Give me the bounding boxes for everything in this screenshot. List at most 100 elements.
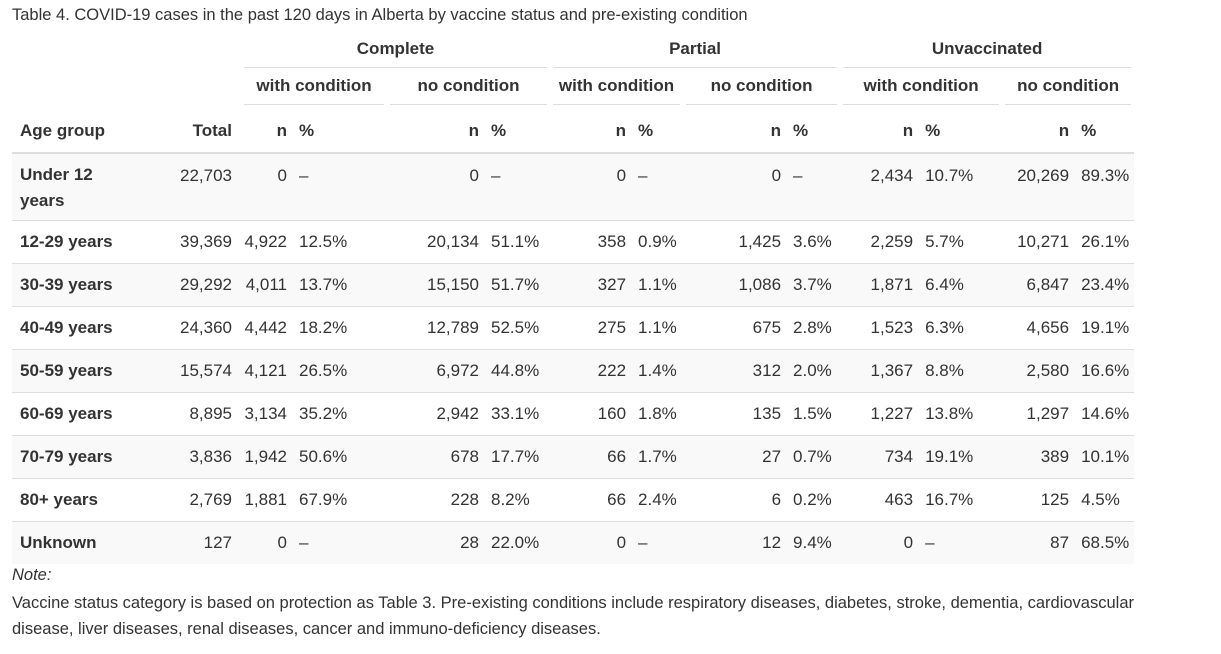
count-cell: 1,881 — [241, 477, 296, 521]
column-header-n: n — [550, 110, 636, 154]
subgroup-header: with condition — [840, 70, 1002, 110]
percent-cell: 10.1% — [1078, 434, 1135, 478]
count-cell: 1,523 — [840, 305, 923, 349]
age-group-cell: 40-49 years — [12, 305, 138, 349]
column-header-total: Total — [138, 110, 241, 154]
total-cell: 127 — [138, 520, 241, 564]
count-cell: 1,227 — [840, 391, 923, 435]
age-group-cell: 80+ years — [12, 477, 138, 521]
table-caption: Table 4. COVID-19 cases in the past 120 … — [12, 6, 748, 24]
percent-cell: 22.0% — [488, 520, 551, 564]
age-group-cell: Unknown — [12, 520, 138, 564]
percent-cell: 19.1% — [1078, 305, 1135, 349]
column-header-percent: % — [635, 110, 684, 154]
count-cell: 87 — [1002, 520, 1079, 564]
percent-cell: 50.6% — [296, 434, 387, 478]
count-cell: 275 — [550, 305, 636, 349]
note-label: Note: — [12, 566, 52, 584]
column-header-percent: % — [922, 110, 1003, 154]
count-cell: 0 — [840, 520, 923, 564]
percent-cell: 12.5% — [296, 219, 387, 263]
note-text: Vaccine status category is based on prot… — [12, 594, 1134, 638]
table-row: Under 12 years 22,703 0–0–0–0–2,434 10.7% 20… — [12, 152, 1135, 220]
percent-cell: 52.5% — [488, 305, 551, 349]
age-group-cell: 30-39 years — [12, 262, 138, 306]
count-cell: 0 — [387, 152, 488, 220]
percent-cell: 23.4% — [1078, 262, 1135, 306]
age-group-cell: Under 12 years — [12, 152, 138, 220]
count-cell: 222 — [550, 348, 636, 392]
count-cell: 20,134 — [387, 219, 488, 263]
count-cell: 3,134 — [241, 391, 296, 435]
age-group-cell: 50-59 years — [12, 348, 138, 392]
table-row: 60-69 years 8,895 3,134 35.2% 2,942 33.1% 160 1… — [12, 391, 1135, 435]
table-row: Unknown 127 0–28 22.0% 0–12 9.4% 0–87 68.5% — [12, 520, 1135, 564]
age-group-cell: 60-69 years — [12, 391, 138, 435]
percent-cell: 2.4% — [635, 477, 684, 521]
column-header-n: n — [387, 110, 488, 154]
percent-cell: – — [922, 520, 1003, 564]
column-header-percent: % — [488, 110, 551, 154]
percent-cell: 8.8% — [922, 348, 1003, 392]
table-row: 80+ years 2,769 1,881 67.9% 228 8.2% 66 2.4% 6 0.… — [12, 477, 1135, 521]
count-cell: 4,922 — [241, 219, 296, 263]
column-header-age-group: Age group — [12, 110, 138, 154]
percent-cell: 35.2% — [296, 391, 387, 435]
column-header-n: n — [683, 110, 791, 154]
count-cell: 358 — [550, 219, 636, 263]
subgroup-header: with condition — [241, 70, 387, 110]
count-cell: 6,972 — [387, 348, 488, 392]
column-header-row: Age group Total n % n % n % n % n % n % — [12, 110, 1135, 154]
percent-cell: 6.4% — [922, 262, 1003, 306]
table-row: 40-49 years 24,360 4,442 18.2% 12,789 52.5% 27… — [12, 305, 1135, 349]
column-header-percent: % — [790, 110, 841, 154]
count-cell: 1,425 — [683, 219, 791, 263]
count-cell: 2,942 — [387, 391, 488, 435]
percent-cell: 0.9% — [635, 219, 684, 263]
percent-cell: 13.8% — [922, 391, 1003, 435]
percent-cell: 1.7% — [635, 434, 684, 478]
total-cell: 29,292 — [138, 262, 241, 306]
count-cell: 135 — [683, 391, 791, 435]
count-cell: 4,656 — [1002, 305, 1079, 349]
percent-cell: 3.6% — [790, 219, 841, 263]
count-cell: 10,271 — [1002, 219, 1079, 263]
percent-cell: 18.2% — [296, 305, 387, 349]
percent-cell: 51.7% — [488, 262, 551, 306]
count-cell: 160 — [550, 391, 636, 435]
column-header-percent: % — [1078, 110, 1135, 154]
percent-cell: – — [488, 152, 551, 220]
age-group-cell: 12-29 years — [12, 219, 138, 263]
count-cell: 2,434 — [840, 152, 923, 220]
count-cell: 4,011 — [241, 262, 296, 306]
percent-cell: 0.7% — [790, 434, 841, 478]
subgroup-header: with condition — [550, 70, 683, 110]
percent-cell: 19.1% — [922, 434, 1003, 478]
group-header-unvaccinated: Unvaccinated — [840, 36, 1134, 70]
percent-cell: 33.1% — [488, 391, 551, 435]
group-header-partial: Partial — [550, 36, 840, 70]
table-body: Under 12 years 22,703 0–0–0–0–2,434 10.7% 20… — [12, 152, 1135, 564]
percent-cell: 1.5% — [790, 391, 841, 435]
column-header-n: n — [1002, 110, 1079, 154]
count-cell: 66 — [550, 434, 636, 478]
count-cell: 125 — [1002, 477, 1079, 521]
count-cell: 4,121 — [241, 348, 296, 392]
column-header-n: n — [840, 110, 923, 154]
percent-cell: 3.7% — [790, 262, 841, 306]
percent-cell: – — [296, 152, 387, 220]
subgroup-header: no condition — [1002, 70, 1134, 110]
count-cell: 4,442 — [241, 305, 296, 349]
percent-cell: 67.9% — [296, 477, 387, 521]
percent-cell: 16.6% — [1078, 348, 1135, 392]
percent-cell: 2.8% — [790, 305, 841, 349]
subgroup-header: no condition — [683, 70, 840, 110]
total-cell: 15,574 — [138, 348, 241, 392]
table-row: 30-39 years 29,292 4,011 13.7% 15,150 51.7% 32… — [12, 262, 1135, 306]
percent-cell: 26.5% — [296, 348, 387, 392]
percent-cell: 17.7% — [488, 434, 551, 478]
percent-cell: 1.1% — [635, 305, 684, 349]
count-cell: 15,150 — [387, 262, 488, 306]
percent-cell: 0.2% — [790, 477, 841, 521]
percent-cell: – — [635, 520, 684, 564]
